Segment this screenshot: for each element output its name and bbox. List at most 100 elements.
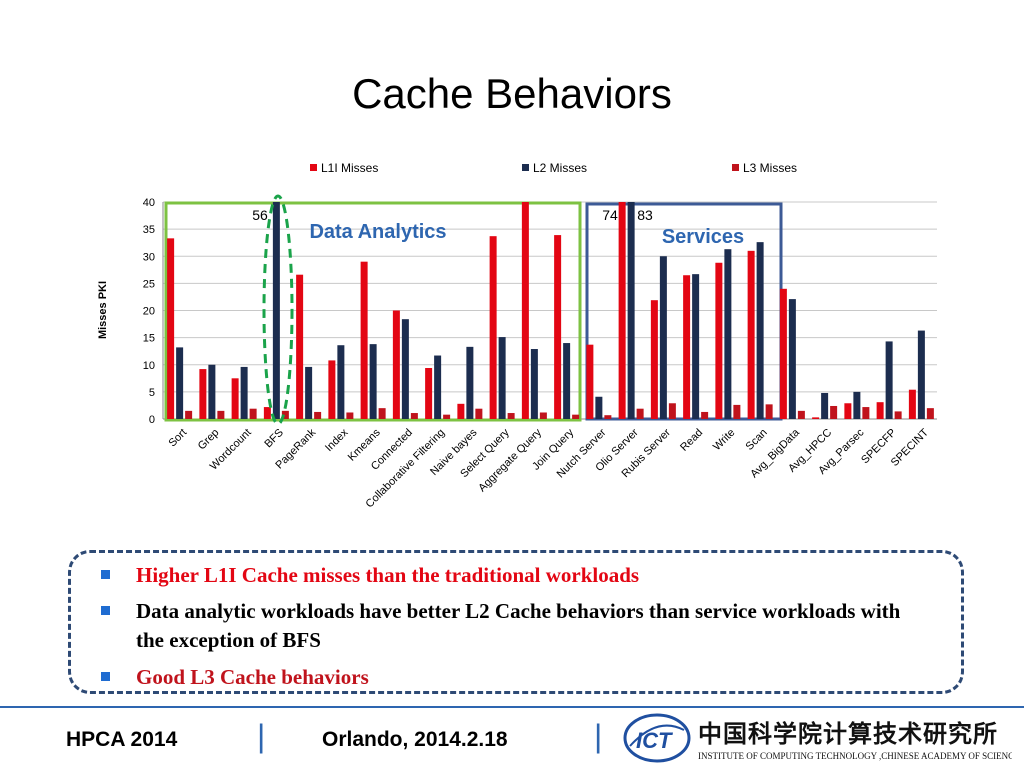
bar-l1i-misses xyxy=(650,300,658,419)
bar-l3-misses xyxy=(185,410,193,419)
value-label: 83 xyxy=(637,207,653,223)
y-tick-label: 5 xyxy=(149,387,155,399)
y-tick-label: 35 xyxy=(143,224,155,236)
bar-l3-misses xyxy=(249,408,257,419)
bar-l2-misses xyxy=(627,202,635,419)
bullet-text-2: Data analytic workloads have better L2 C… xyxy=(136,599,901,652)
bar-l2-misses xyxy=(853,391,861,419)
x-tick-label: Read xyxy=(678,427,705,454)
bar-l2-misses xyxy=(466,346,474,419)
bar-l2-misses xyxy=(305,366,313,419)
bar-l2-misses xyxy=(595,396,603,419)
x-tick-label: Index xyxy=(323,426,351,454)
y-tick-label: 40 xyxy=(143,197,155,209)
legend-swatch xyxy=(310,164,317,171)
legend-swatch xyxy=(522,164,529,171)
footer-separator: | xyxy=(257,718,266,754)
x-tick-label: BFS xyxy=(262,427,286,451)
bar-l3-misses xyxy=(636,408,644,419)
bar-l1i-misses xyxy=(521,202,529,419)
y-axis-label: Misses PKI xyxy=(97,281,109,339)
bar-l2-misses xyxy=(917,330,925,419)
bullet-square-icon xyxy=(101,570,110,579)
bar-l1i-misses xyxy=(779,288,787,419)
bfs-highlight-ellipse xyxy=(262,194,294,426)
bar-l2-misses xyxy=(434,355,442,419)
bar-l1i-misses xyxy=(747,250,755,419)
bar-l3-misses xyxy=(217,410,225,419)
bar-l2-misses xyxy=(369,344,377,419)
y-tick-label: 30 xyxy=(143,251,155,263)
bar-l2-misses xyxy=(788,299,796,419)
bar-l3-misses xyxy=(765,404,773,419)
x-tick-label: Sort xyxy=(166,427,189,450)
bar-l1i-misses xyxy=(425,368,433,419)
y-tick-label: 15 xyxy=(143,333,155,345)
bar-l3-misses xyxy=(604,415,612,419)
slide-title: Cache Behaviors xyxy=(352,70,672,117)
bar-l1i-misses xyxy=(457,403,465,419)
footer-location-date: Orlando, 2014.2.18 xyxy=(322,728,508,751)
value-label: 74 xyxy=(602,207,618,223)
bar-l2-misses xyxy=(692,274,700,419)
bar-l1i-misses xyxy=(167,238,175,419)
bar-l3-misses xyxy=(281,410,289,419)
bar-l3-misses xyxy=(701,411,709,419)
bar-l2-misses xyxy=(530,349,538,419)
bar-l2-misses xyxy=(240,366,248,419)
bar-l3-misses xyxy=(668,403,676,419)
bar-l2-misses xyxy=(272,202,280,419)
services-annotation: Services xyxy=(662,226,744,248)
bullet-item-3: Good L3 Cache behaviors xyxy=(101,663,926,692)
bar-l3-misses xyxy=(475,408,483,419)
y-tick-label: 25 xyxy=(143,278,155,290)
bar-l3-misses xyxy=(926,408,934,419)
bar-l2-misses xyxy=(337,345,345,419)
bar-l2-misses xyxy=(659,256,667,419)
bar-l3-misses xyxy=(830,405,838,419)
bar-l3-misses xyxy=(894,411,902,419)
bar-l1i-misses xyxy=(715,262,723,419)
bar-l1i-misses xyxy=(876,402,884,419)
bar-l1i-misses xyxy=(489,236,497,419)
bar-l1i-misses xyxy=(328,360,336,419)
bar-l1i-misses xyxy=(231,378,239,419)
logo-ict-mark: ICT xyxy=(636,728,673,753)
bar-l1i-misses xyxy=(554,235,562,419)
bar-l1i-misses xyxy=(812,417,820,419)
bar-l1i-misses xyxy=(586,344,594,419)
bar-l2-misses xyxy=(563,343,571,419)
bar-l2-misses xyxy=(208,364,216,419)
footer-separator: | xyxy=(594,718,603,754)
bar-l2-misses xyxy=(724,249,732,419)
bar-l3-misses xyxy=(507,413,515,419)
bar-l1i-misses xyxy=(618,202,626,419)
bar-l1i-misses xyxy=(844,403,852,419)
bar-l2-misses xyxy=(821,392,829,419)
ict-logo: ICT 中国科学院计算技术研究所 INSTITUTE OF COMPUTING … xyxy=(623,713,1012,763)
bar-l3-misses xyxy=(443,414,451,419)
y-tick-label: 0 xyxy=(149,414,155,426)
bullet-text-3: Good L3 Cache behaviors xyxy=(136,665,369,689)
bar-l1i-misses xyxy=(392,310,400,419)
bullet-item-1: Higher L1I Cache misses than the traditi… xyxy=(101,561,926,590)
bar-l1i-misses xyxy=(908,389,916,419)
y-tick-label: 20 xyxy=(143,306,155,318)
bar-l2-misses xyxy=(176,347,184,419)
y-tick-label: 10 xyxy=(143,360,155,372)
logo-english-name: INSTITUTE OF COMPUTING TECHNOLOGY ,CHINE… xyxy=(698,751,1012,761)
data-analytics-annotation: Data Analytics xyxy=(309,221,446,243)
bullet-square-icon xyxy=(101,606,110,615)
bar-l3-misses xyxy=(346,412,354,419)
bar-l1i-misses xyxy=(199,369,207,419)
bar-l3-misses xyxy=(378,408,386,419)
value-label: 56 xyxy=(252,207,268,223)
bar-l1i-misses xyxy=(263,407,271,419)
bar-l1i-misses xyxy=(360,261,368,419)
bullet-text-1: Higher L1I Cache misses than the traditi… xyxy=(136,563,640,587)
summary-box: Higher L1I Cache misses than the traditi… xyxy=(68,550,964,694)
bullet-square-icon xyxy=(101,672,110,681)
bar-l2-misses xyxy=(756,242,764,419)
bar-l3-misses xyxy=(539,412,547,419)
